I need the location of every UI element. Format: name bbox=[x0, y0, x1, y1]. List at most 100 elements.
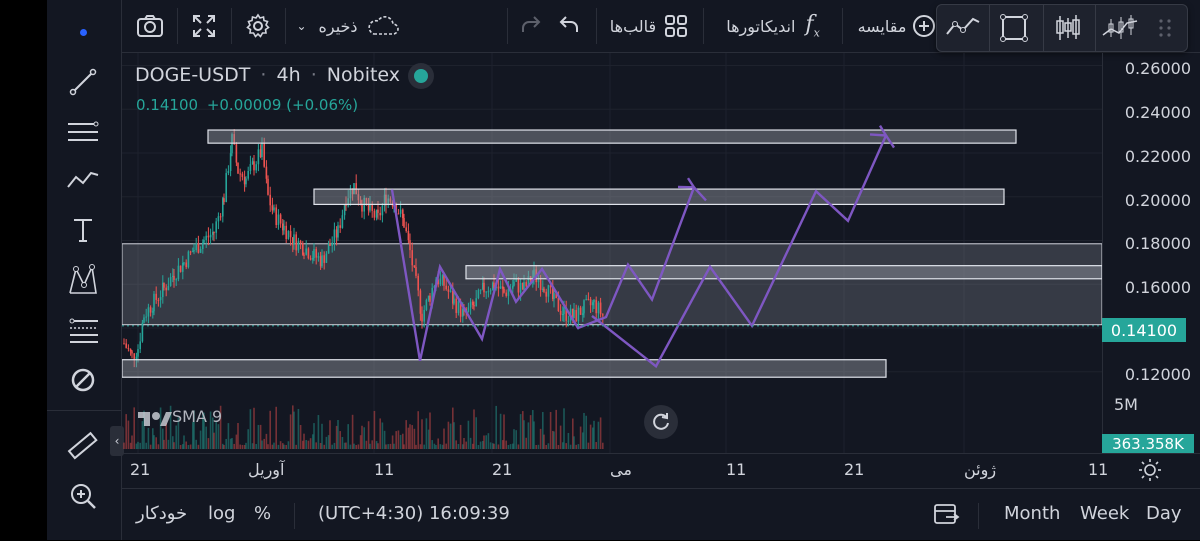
volume-bar bbox=[253, 407, 255, 449]
candle-body bbox=[175, 279, 177, 281]
candle-body bbox=[359, 200, 362, 205]
fullscreen-icon[interactable] bbox=[186, 8, 222, 44]
volume-bar bbox=[215, 420, 217, 449]
indicator-candles-icon[interactable] bbox=[1101, 13, 1141, 47]
volume-bar bbox=[411, 425, 413, 449]
collapse-toolbar-icon[interactable]: ‹ bbox=[110, 426, 124, 456]
fibonacci-tool-icon[interactable] bbox=[63, 310, 103, 350]
volume-bar bbox=[562, 442, 564, 449]
candle-body bbox=[577, 307, 580, 322]
candle-body bbox=[449, 290, 452, 292]
line-chart-icon[interactable] bbox=[945, 14, 981, 44]
trend-line-tool-icon[interactable] bbox=[63, 62, 103, 102]
text-tool-icon[interactable] bbox=[63, 210, 103, 250]
zoom-in-icon[interactable] bbox=[63, 476, 103, 516]
candle-body bbox=[527, 276, 530, 287]
undo-icon[interactable] bbox=[552, 8, 586, 44]
drag-handle-icon[interactable] bbox=[1157, 17, 1173, 43]
candle-body bbox=[219, 216, 222, 218]
volume-bar bbox=[449, 423, 452, 449]
auto-scale-button[interactable]: خودکار bbox=[136, 503, 188, 524]
volume-value: 363.358K bbox=[1112, 435, 1184, 453]
pattern-tool-icon[interactable] bbox=[63, 160, 103, 200]
candle-body bbox=[467, 307, 470, 312]
volume-bar bbox=[153, 435, 155, 449]
volume-bar bbox=[431, 440, 433, 449]
candles-icon[interactable] bbox=[1053, 13, 1083, 47]
chart-settings-sun-icon[interactable] bbox=[1138, 458, 1162, 486]
volume-bar bbox=[361, 425, 363, 449]
candle-body bbox=[295, 234, 297, 251]
volume-bar bbox=[402, 433, 404, 449]
day-range-button[interactable]: Day bbox=[1146, 503, 1182, 524]
candle-body bbox=[347, 198, 349, 206]
volume-bar bbox=[507, 444, 510, 449]
templates-button[interactable]: قالب‌ها bbox=[606, 8, 692, 44]
time-tick-label: 21 bbox=[492, 460, 513, 479]
candle-body bbox=[195, 243, 197, 251]
volume-bar bbox=[423, 444, 425, 449]
volume-bar bbox=[529, 415, 532, 449]
compare-button[interactable]: مقایسه bbox=[854, 8, 940, 44]
xabcd-pattern-tool-icon[interactable] bbox=[63, 260, 103, 300]
volume-bar bbox=[349, 444, 352, 449]
log-scale-button[interactable]: log bbox=[208, 503, 236, 524]
candle-body bbox=[417, 275, 419, 291]
save-button[interactable]: ⌄ ذخیره bbox=[288, 8, 408, 44]
ruler-measure-icon[interactable] bbox=[63, 426, 103, 466]
candle-body bbox=[317, 256, 320, 258]
volume-bar bbox=[375, 441, 378, 449]
candle-body bbox=[137, 349, 139, 357]
volume-bar bbox=[287, 441, 290, 449]
volume-bar bbox=[363, 427, 365, 449]
price-chart[interactable] bbox=[122, 53, 1102, 453]
candle-body bbox=[369, 203, 371, 211]
candle-body bbox=[183, 262, 185, 264]
candle-body bbox=[429, 295, 431, 302]
candle-body bbox=[452, 290, 454, 304]
camera-icon[interactable] bbox=[132, 8, 168, 44]
price-axis[interactable]: 0.26000 0.24000 0.22000 0.20000 0.18000 0.160… bbox=[1102, 53, 1200, 453]
volume-bar bbox=[565, 443, 567, 449]
volume-bar bbox=[127, 420, 130, 449]
volume-bar bbox=[592, 427, 594, 449]
month-range-button[interactable]: Month bbox=[1004, 503, 1061, 524]
candle-body bbox=[487, 291, 490, 293]
candle-body bbox=[153, 293, 155, 312]
volume-bar bbox=[557, 444, 560, 449]
candle-body bbox=[409, 240, 411, 251]
candle-body bbox=[331, 242, 333, 246]
volume-bar bbox=[567, 432, 570, 449]
reset-chart-icon[interactable] bbox=[644, 405, 678, 439]
hide-drawings-icon[interactable] bbox=[63, 360, 103, 400]
candle-body bbox=[582, 313, 584, 315]
compare-label: مقایسه bbox=[857, 16, 907, 36]
date-range-icon[interactable] bbox=[932, 501, 960, 531]
candle-body bbox=[189, 251, 192, 253]
candle-body bbox=[462, 308, 464, 317]
volume-bar bbox=[472, 443, 474, 449]
candle-body bbox=[199, 248, 202, 253]
redo-icon[interactable] bbox=[514, 8, 548, 44]
timezone-clock[interactable]: (UTC+4:30) 16:09:39 bbox=[318, 503, 510, 524]
projection-path-b bbox=[591, 133, 895, 369]
indicators-button[interactable]: اندیکاتورها fx bbox=[716, 8, 830, 44]
candle-body bbox=[479, 289, 482, 291]
candle-body bbox=[373, 210, 376, 218]
candle-body bbox=[512, 285, 514, 289]
candle-body bbox=[282, 223, 284, 231]
rectangle-icon[interactable] bbox=[999, 13, 1029, 47]
horizontal-lines-tool-icon[interactable] bbox=[63, 112, 103, 152]
settings-gear-icon[interactable] bbox=[240, 8, 276, 44]
projection-path-a bbox=[390, 185, 707, 362]
candle-body bbox=[513, 281, 515, 286]
candle-body bbox=[179, 265, 182, 272]
sma-indicator-legend[interactable]: SMA 9 bbox=[172, 407, 222, 426]
percent-scale-button[interactable]: % bbox=[254, 503, 272, 524]
time-tick-label: 21 bbox=[844, 460, 865, 479]
time-axis[interactable]: 21 آوریل 11 21 می 11 21 ژوئن 11 bbox=[122, 453, 1200, 488]
week-range-button[interactable]: Week bbox=[1080, 503, 1130, 524]
volume-bar bbox=[321, 423, 323, 449]
volume-bar bbox=[207, 438, 210, 449]
indicator-name: SMA 9 bbox=[172, 407, 223, 426]
